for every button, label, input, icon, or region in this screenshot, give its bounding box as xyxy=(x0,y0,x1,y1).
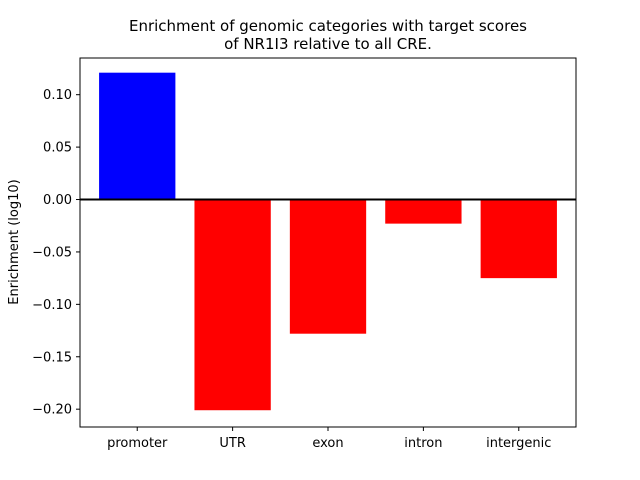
x-tick-label-promoter: promoter xyxy=(107,436,168,451)
bars-group xyxy=(99,72,557,411)
y-tick-label: −0.15 xyxy=(32,350,72,365)
chart-title-line-1: Enrichment of genomic categories with ta… xyxy=(129,17,527,35)
x-tick-label-UTR: UTR xyxy=(219,436,246,451)
x-tick-label-exon: exon xyxy=(312,436,343,451)
y-tick-label: −0.05 xyxy=(32,245,72,260)
bar-promoter xyxy=(99,72,176,200)
chart-title-line-2: of NR1I3 relative to all CRE. xyxy=(224,35,432,53)
y-tick-label: 0.10 xyxy=(43,88,72,103)
y-axis-ticks: 0.10 0.05 0.00 −0.05 −0.10 −0.15 −0.20 xyxy=(32,88,80,418)
x-axis-ticks: promoter UTR exon intron intergenic xyxy=(107,427,551,451)
bar-exon xyxy=(289,199,367,334)
x-tick-label-intron: intron xyxy=(404,436,442,451)
bar-intron xyxy=(385,199,462,224)
y-tick-label: 0.00 xyxy=(43,193,72,208)
y-tick-label: 0.05 xyxy=(43,141,72,156)
y-axis-label: Enrichment (log10) xyxy=(7,179,22,304)
x-tick-label-intergenic: intergenic xyxy=(486,436,551,451)
y-tick-label: −0.20 xyxy=(32,403,72,418)
y-tick-label: −0.10 xyxy=(32,298,72,313)
bar-UTR xyxy=(194,199,271,411)
bar-intergenic xyxy=(480,199,557,279)
